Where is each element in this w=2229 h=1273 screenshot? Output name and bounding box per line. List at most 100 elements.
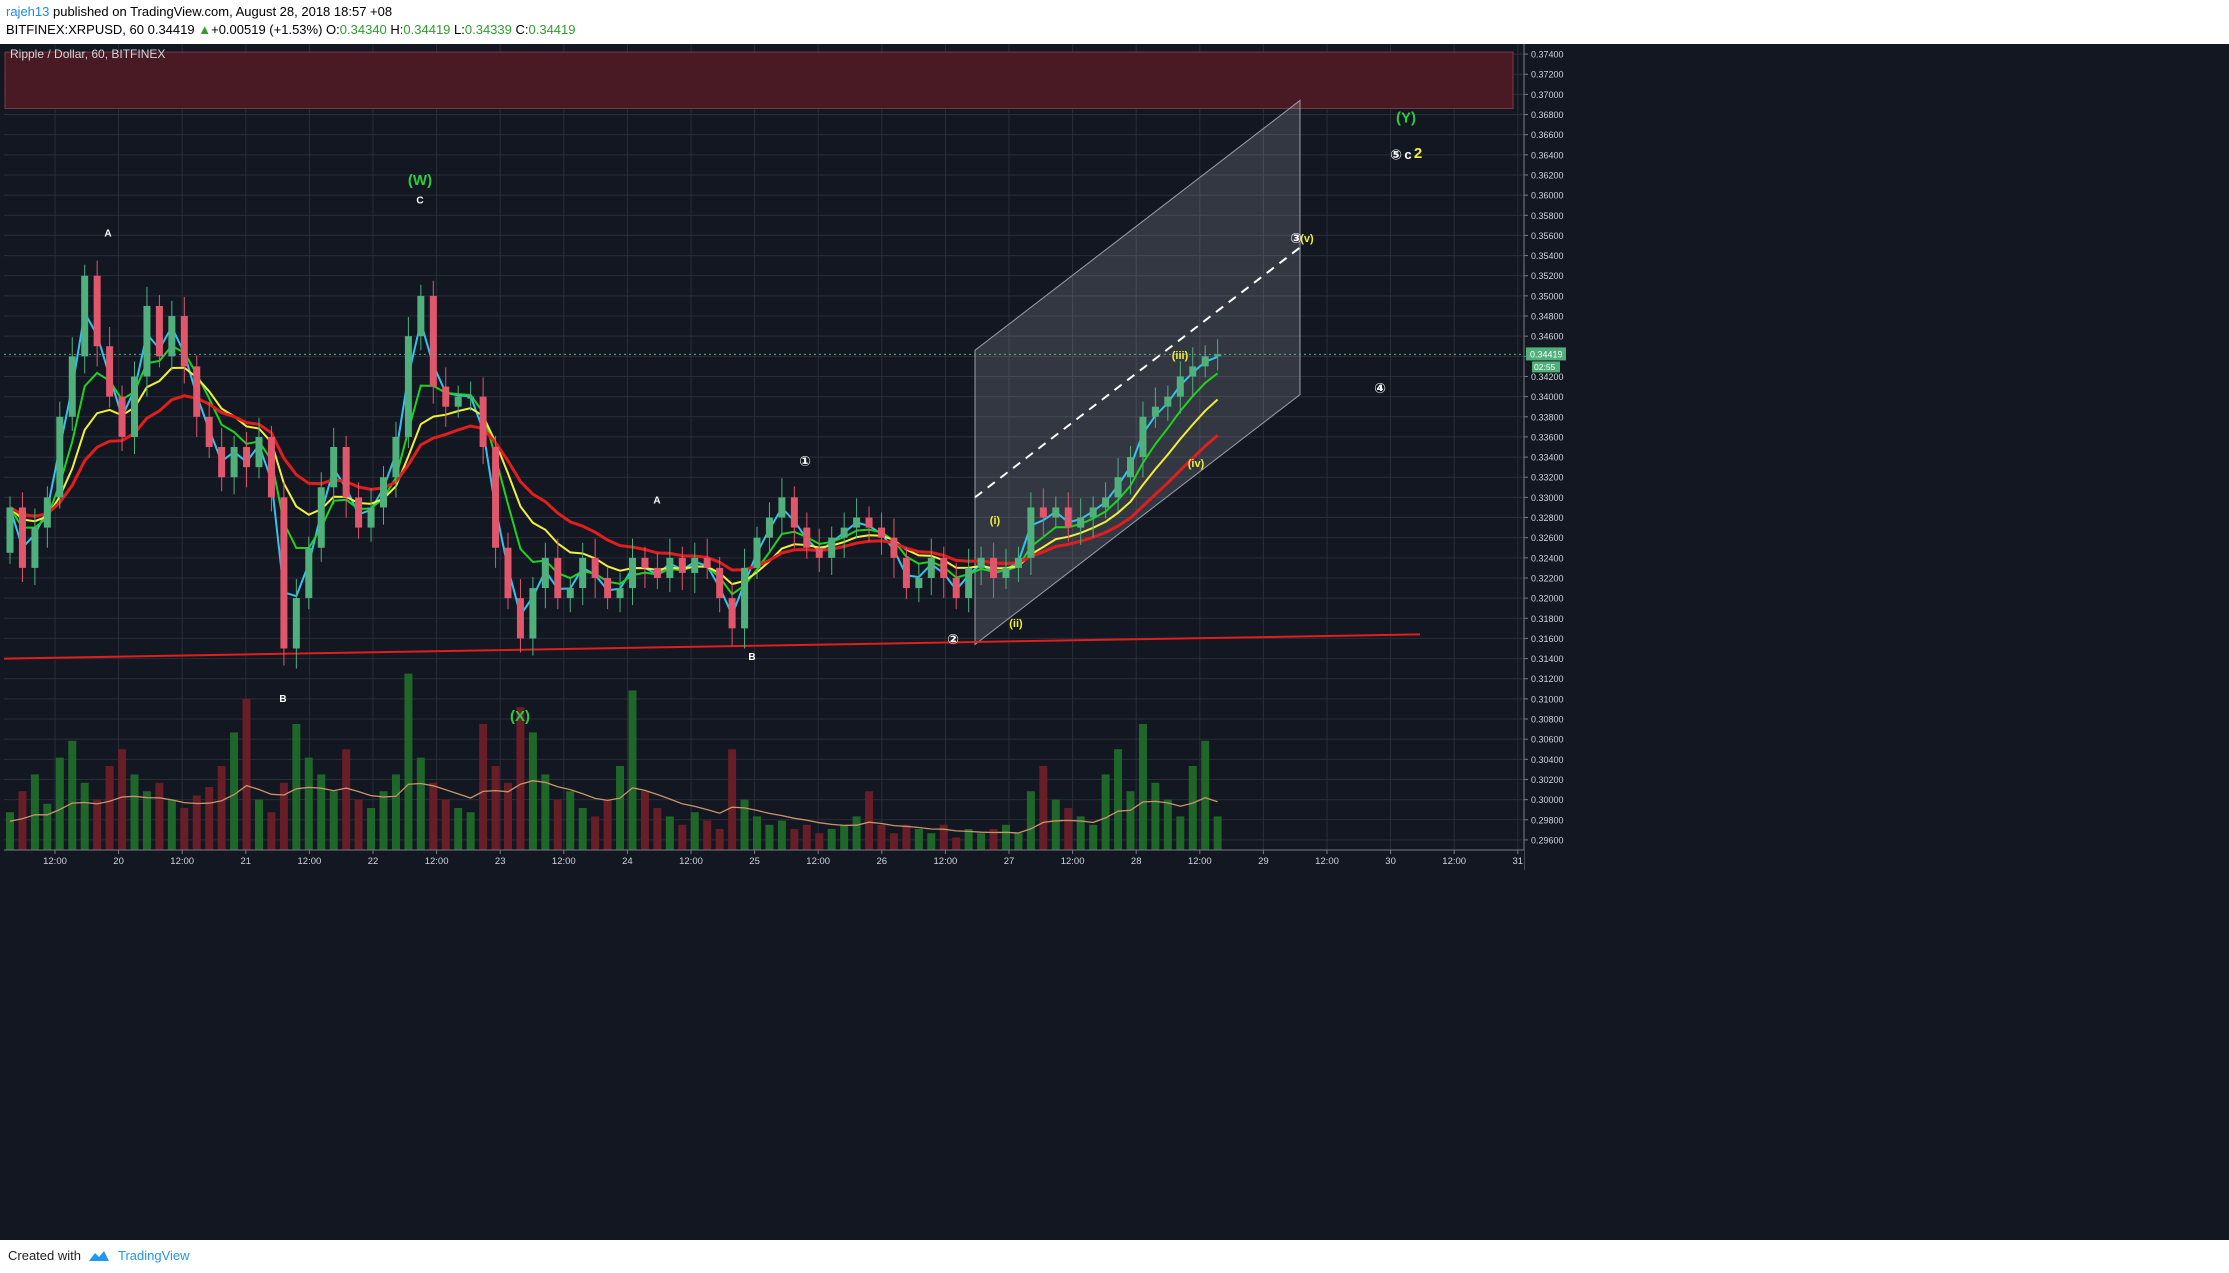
high-label: H: <box>390 22 404 37</box>
volume-bar <box>840 824 849 850</box>
candle-body <box>479 396 487 447</box>
candle-body <box>6 507 14 553</box>
time-tick-label: 12:00 <box>934 856 958 867</box>
candle-body <box>641 557 649 568</box>
price-tick-label: 0.34200 <box>1531 372 1564 382</box>
volume-bar <box>329 791 338 850</box>
volume-bar <box>167 799 176 850</box>
up-arrow-icon: ▲ <box>198 22 212 37</box>
candle-body <box>952 577 960 599</box>
open-value: 0.34340 <box>339 22 387 37</box>
volume-bar <box>1002 824 1010 850</box>
candle-body <box>404 336 412 437</box>
price-tick-label: 0.37400 <box>1531 50 1564 60</box>
volume-bar <box>292 724 301 850</box>
candle-body <box>143 305 151 377</box>
volume-bar <box>1039 766 1048 850</box>
candle-body <box>417 295 425 337</box>
volume-bar <box>553 799 562 850</box>
volume-bar <box>379 791 388 850</box>
price-tick-label: 0.36400 <box>1531 150 1564 160</box>
wave-label-yiii: (iii) <box>1172 350 1189 362</box>
wave-label-c3: ③ <box>1290 230 1302 246</box>
time-tick-label: 27 <box>1004 856 1015 867</box>
time-tick-label: 23 <box>495 856 506 867</box>
price-tick-label: 0.31600 <box>1531 634 1564 644</box>
volume-bar <box>279 782 288 850</box>
price-tick-label: 0.30000 <box>1531 795 1564 805</box>
close-label: C: <box>515 22 529 37</box>
volume-bar <box>155 782 164 850</box>
tradingview-brand-link[interactable]: TradingView <box>118 1248 190 1263</box>
wave-labels: (W) (X) (Y) A C B A B ① ② ③ ④ ⑤ (i) (ii) (iii) (iv) (v) c 2 <box>104 110 1422 725</box>
candle-body <box>778 497 786 518</box>
channel-midline <box>974 246 1301 499</box>
tradingview-logo-icon[interactable] <box>88 1249 110 1263</box>
wave-label-W: (W) <box>408 172 432 189</box>
volume-bar <box>491 766 500 850</box>
candle-body <box>355 497 363 528</box>
volume-bar <box>304 757 313 850</box>
candle-body <box>703 557 711 568</box>
volume-bar <box>30 774 39 850</box>
volume-bar <box>939 824 948 850</box>
wave-label-c5: ⑤ <box>1390 146 1402 162</box>
volume-bar <box>1138 724 1147 850</box>
price-tick-label: 0.35000 <box>1531 291 1564 301</box>
volume-bar <box>790 829 799 850</box>
price-tick-label: 0.32600 <box>1531 533 1564 543</box>
chart-title: Ripple / Dollar, 60, BITFINEX <box>10 47 165 61</box>
candle-body <box>865 517 873 528</box>
candle-body <box>741 567 749 629</box>
volume-bar <box>342 749 351 850</box>
volume-bar <box>616 766 625 850</box>
author-link[interactable]: rajeh13 <box>6 4 50 19</box>
publish-line: rajeh13 published on TradingView.com, Au… <box>6 4 392 19</box>
candle-body <box>1127 457 1134 478</box>
volume-bar <box>55 757 64 850</box>
candle-body <box>878 527 885 538</box>
volume-bar <box>391 774 400 850</box>
candle-body <box>255 436 263 468</box>
wave-label-Y: (Y) <box>1396 110 1416 127</box>
candle-body <box>1102 497 1110 508</box>
time-axis-bg <box>0 850 1524 870</box>
chart-header: rajeh13 published on TradingView.com, Au… <box>0 0 2229 44</box>
candle-body <box>678 557 686 573</box>
price-axis[interactable]: 0.37400 0.37200 0.37000 0.36800 0.36600 0.364… <box>1523 44 2229 870</box>
volume-bar <box>242 698 251 850</box>
volume-bar <box>1213 816 1222 850</box>
volume-bar <box>640 791 649 850</box>
volume-bar <box>977 833 986 850</box>
candle-body <box>205 416 213 447</box>
candle-body <box>604 577 612 599</box>
price-tick-label: 0.31200 <box>1531 674 1564 684</box>
volume-bar <box>142 791 151 850</box>
candle-body <box>1089 507 1097 518</box>
volume-bar <box>441 799 450 850</box>
candle-body <box>342 447 350 498</box>
candle-body <box>566 588 574 599</box>
candle-body <box>977 557 985 568</box>
price-tick-label: 0.35600 <box>1531 231 1564 241</box>
volume-bar <box>1176 816 1185 850</box>
last-price: 0.34419 <box>147 22 195 37</box>
volume-bar <box>964 829 973 850</box>
candle-body <box>691 557 699 573</box>
time-tick-label: 22 <box>368 856 379 867</box>
close-value: 0.34419 <box>528 22 576 37</box>
volume-bar <box>6 812 14 850</box>
time-axis[interactable]: 12:00 20 12:00 21 12:00 22 12:00 23 12:00 24 12:00… <box>0 849 1524 870</box>
candle-body <box>529 588 537 639</box>
wave-label-B1: B <box>279 694 286 705</box>
volume-bar <box>1163 799 1172 850</box>
candle-body <box>81 275 89 357</box>
volume-bar <box>1201 740 1210 850</box>
price-tick-label: 0.36600 <box>1531 130 1564 140</box>
price-tick-label: 0.33400 <box>1531 453 1564 463</box>
price-tick-label: 0.30800 <box>1531 715 1564 725</box>
wave-label-C1: C <box>416 195 423 206</box>
price-tick-label: 0.29800 <box>1531 815 1564 825</box>
wave-label-yii: (ii) <box>1009 618 1023 630</box>
